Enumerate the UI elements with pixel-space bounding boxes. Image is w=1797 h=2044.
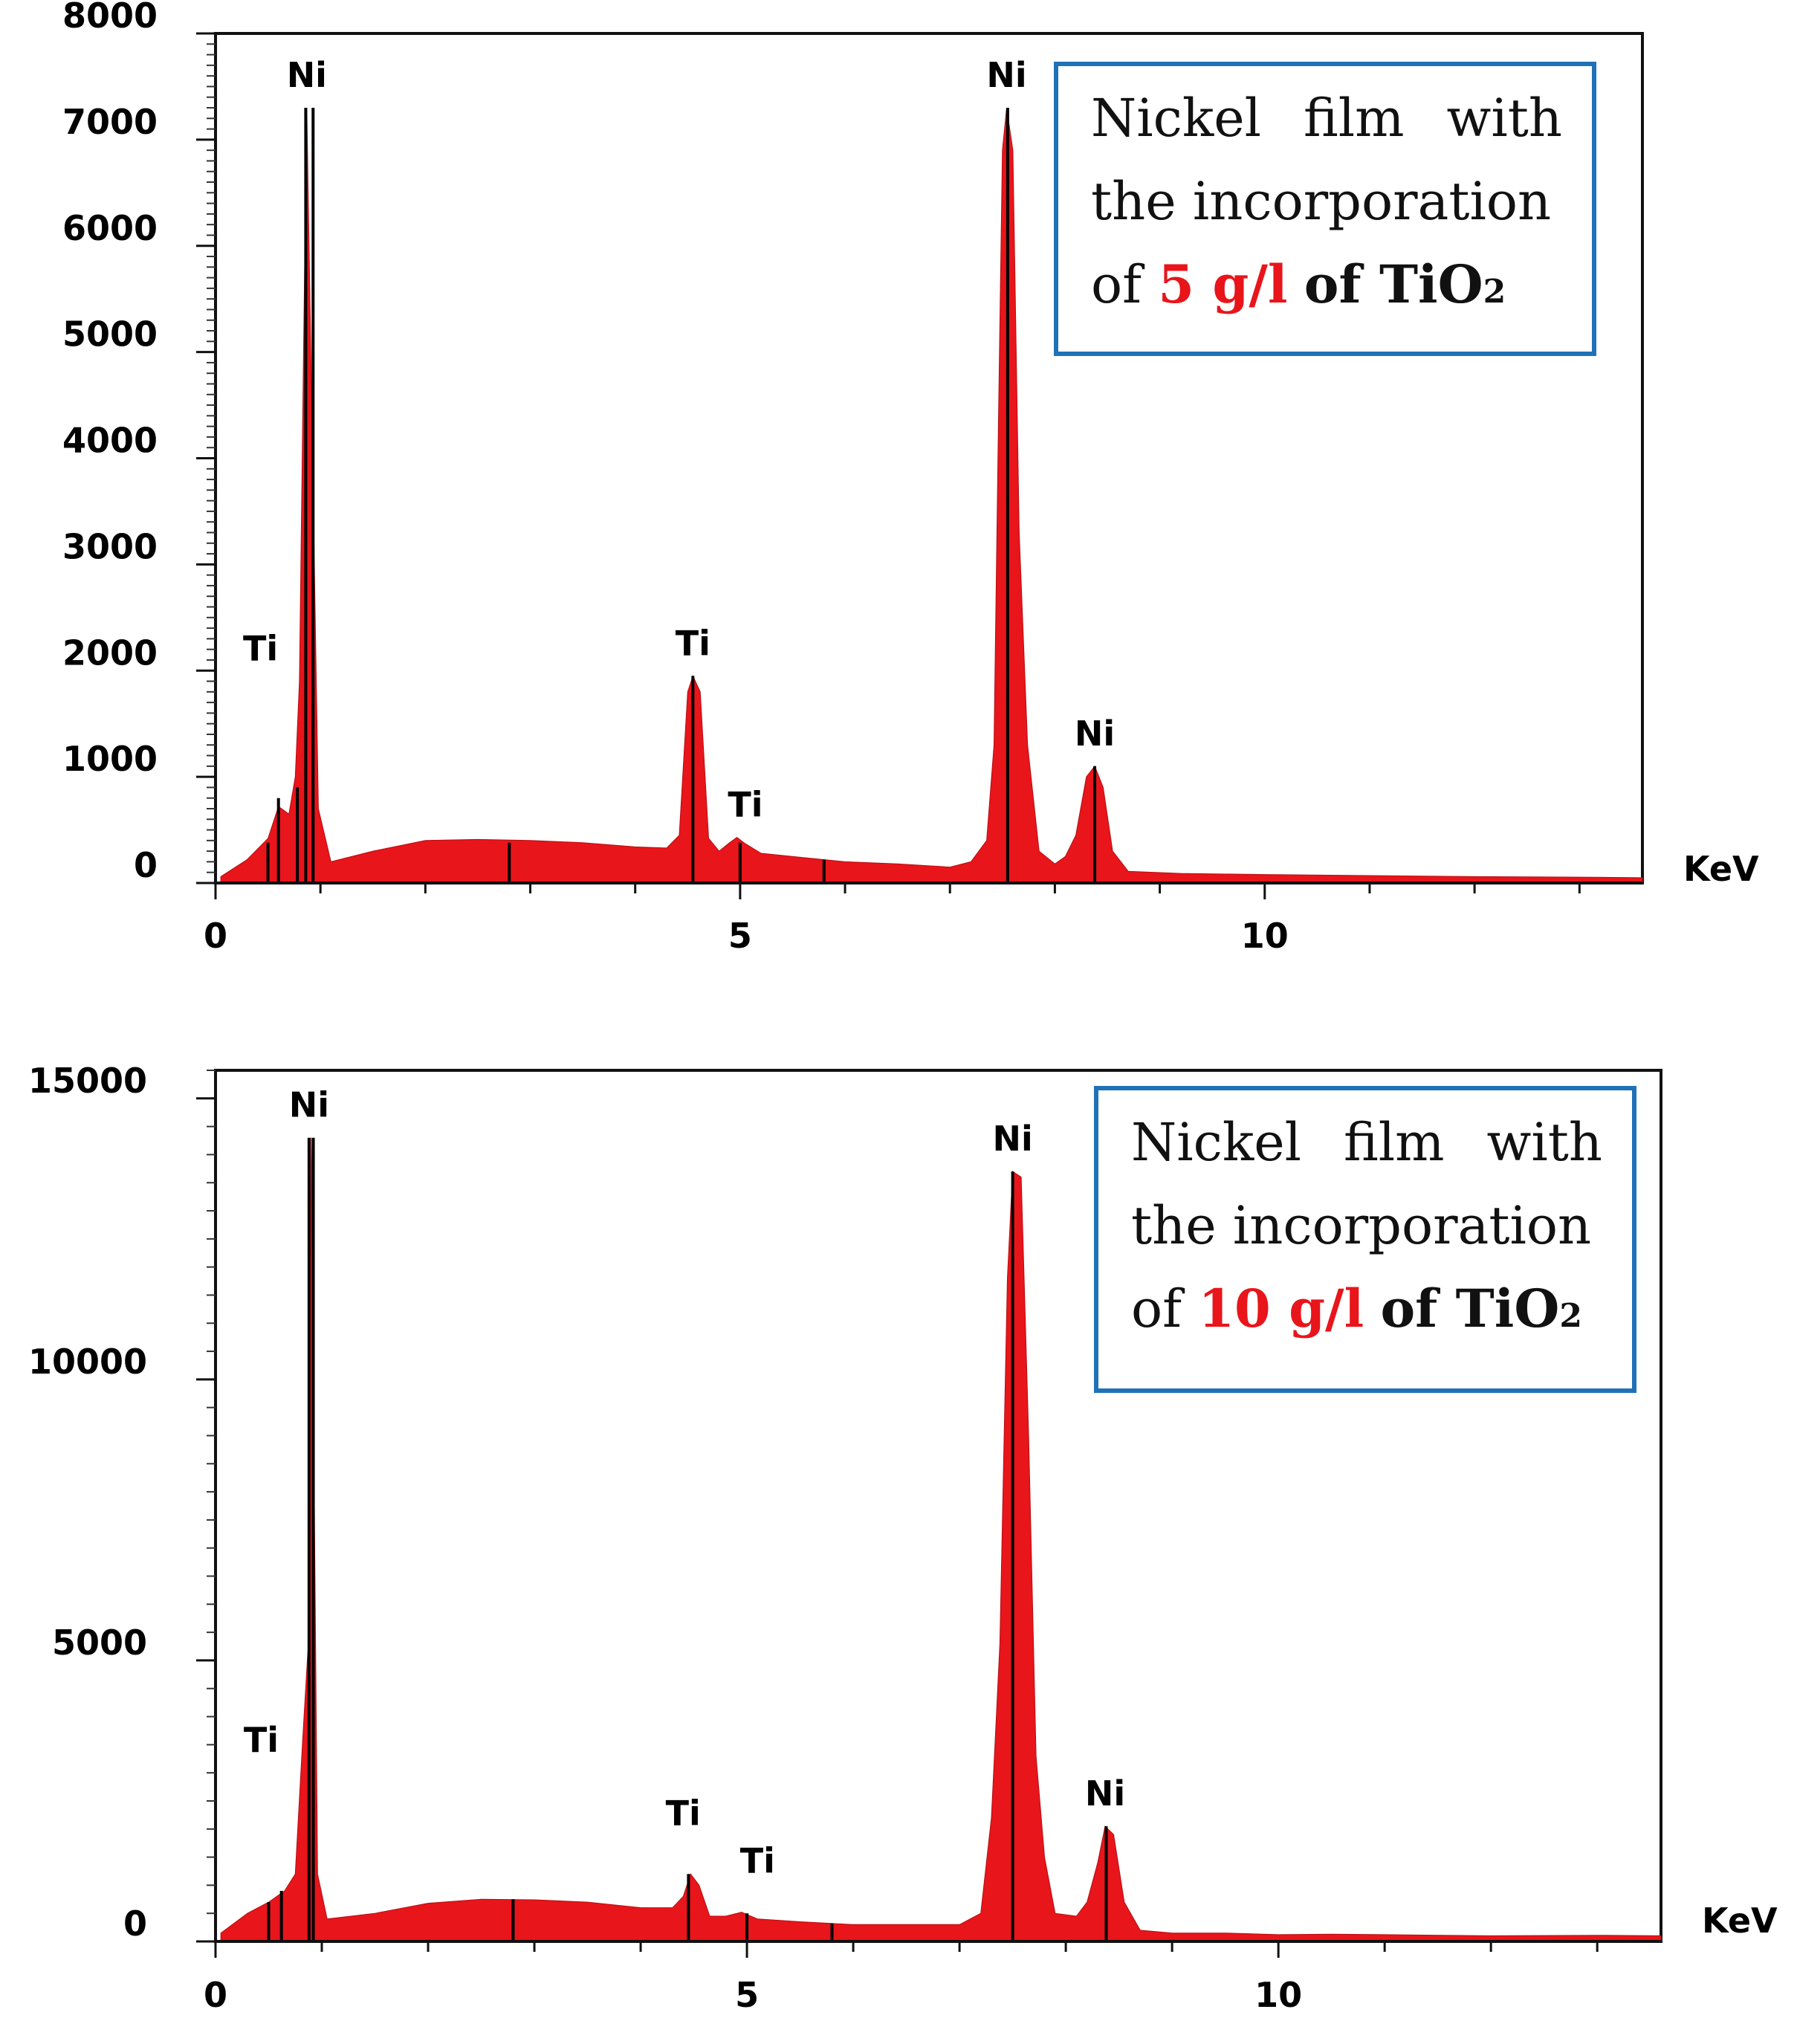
legend-of: of — [1091, 254, 1142, 315]
spectrum-area — [220, 107, 1643, 884]
legend-box-5gl: Nickel film with the incorporation of 5 … — [1054, 62, 1596, 356]
peak-label-ti: Ti — [243, 629, 278, 669]
y-tick-label: 3000 — [62, 526, 158, 566]
y-tick-label: 4000 — [62, 421, 158, 461]
legend-word: Nickel — [1091, 88, 1262, 149]
x-tick-label: 0 — [204, 1975, 227, 2015]
legend-box-10gl: Nickel film with the incorporation of 10… — [1094, 1086, 1636, 1393]
x-tick-label: 5 — [735, 1975, 759, 2015]
peak-label-ni: Ni — [992, 1119, 1032, 1159]
peak-label-ti: Ti — [676, 623, 710, 663]
y-tick-label: 5000 — [52, 1623, 147, 1663]
legend-line-3: of 5 g/l of TiO2 — [1091, 243, 1562, 334]
peak-label-ni: Ni — [289, 1085, 329, 1125]
compound-label: of TiO — [1304, 253, 1483, 315]
legend-word: film — [1344, 1112, 1445, 1173]
peak-label-ti: Ti — [666, 1793, 701, 1833]
legend-word: with — [1446, 88, 1562, 149]
x-tick-label: 5 — [728, 916, 752, 956]
peak-label-ni: Ni — [287, 55, 327, 95]
y-tick-label: 0 — [134, 845, 158, 885]
y-tick-label: 15000 — [28, 1061, 147, 1101]
legend-of: of — [1131, 1278, 1182, 1339]
peak-label-ti: Ti — [728, 785, 762, 825]
y-tick-label: 5000 — [62, 314, 158, 355]
legend-line-2: the incorporation — [1131, 1195, 1592, 1256]
spectrum-area — [220, 1137, 1662, 1942]
legend-line-3: of 10 g/l of TiO2 — [1131, 1267, 1602, 1358]
legend-word: Nickel — [1131, 1112, 1302, 1173]
y-tick-label: 6000 — [62, 208, 158, 248]
y-tick-label: 0 — [123, 1904, 147, 1944]
concentration-label: 5 g/l — [1158, 253, 1288, 315]
legend-line-1: Nickel film with — [1091, 77, 1562, 160]
y-tick-label: 7000 — [62, 102, 158, 142]
y-tick-label: 2000 — [62, 633, 158, 673]
x-tick-label: 10 — [1241, 916, 1289, 956]
x-axis-unit-label: KeV — [1683, 849, 1759, 889]
peak-label-ti: Ti — [740, 1841, 775, 1881]
peak-label-ni: Ni — [1075, 714, 1115, 754]
y-tick-label: 10000 — [28, 1342, 147, 1382]
legend-word: with — [1486, 1112, 1602, 1173]
x-axis-unit-label: KeV — [1702, 1901, 1778, 1941]
x-tick-label: 0 — [204, 916, 227, 956]
x-tick-label: 10 — [1254, 1975, 1302, 2015]
compound-label: of TiO — [1380, 1278, 1560, 1339]
compound-subscript: 2 — [1483, 273, 1506, 311]
peak-label-ni: Ni — [986, 55, 1026, 95]
compound-subscript: 2 — [1559, 1297, 1582, 1335]
y-tick-label: 8000 — [62, 0, 158, 36]
peak-label-ni: Ni — [1085, 1773, 1125, 1814]
legend-line-2: the incorporation — [1091, 171, 1552, 232]
peak-label-ti: Ti — [244, 1720, 279, 1760]
legend-word: film — [1304, 88, 1405, 149]
concentration-label: 10 g/l — [1198, 1278, 1364, 1339]
legend-line-1: Nickel film with — [1131, 1101, 1602, 1184]
y-tick-label: 1000 — [62, 739, 158, 779]
